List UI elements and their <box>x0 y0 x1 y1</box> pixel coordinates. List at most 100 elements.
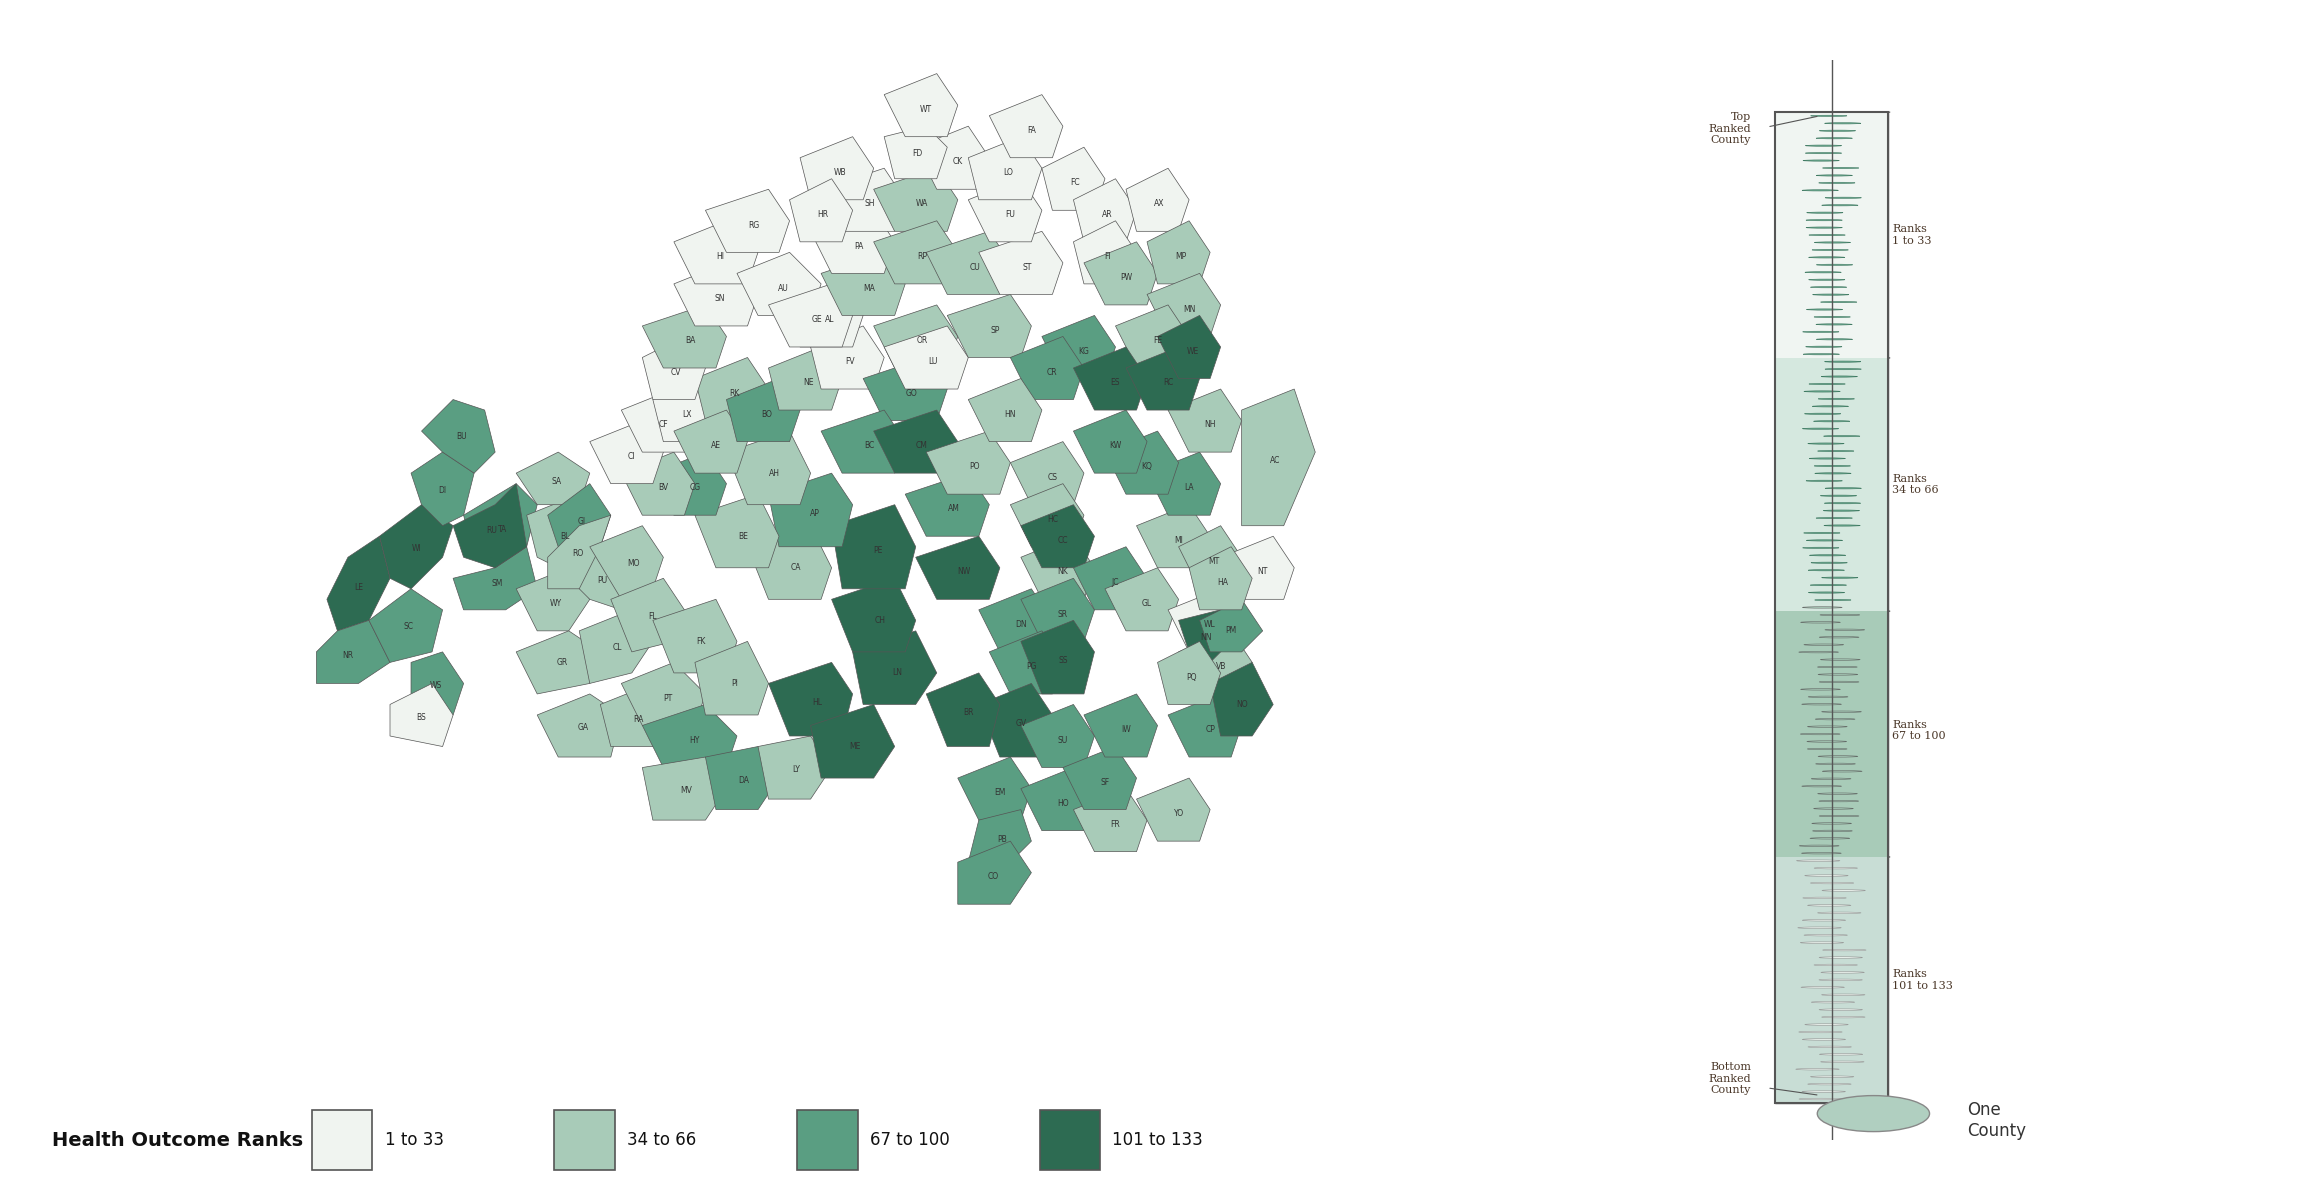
Text: FU: FU <box>1005 210 1016 218</box>
Ellipse shape <box>1811 882 1855 884</box>
Ellipse shape <box>1809 554 1846 556</box>
Polygon shape <box>589 526 663 599</box>
Ellipse shape <box>1811 250 1848 251</box>
Text: CI: CI <box>628 452 635 461</box>
Bar <box>1774 611 1890 857</box>
Text: WA: WA <box>915 199 929 209</box>
Text: YO: YO <box>1173 809 1183 818</box>
Polygon shape <box>820 410 906 473</box>
Ellipse shape <box>1816 719 1855 720</box>
Ellipse shape <box>1809 257 1846 258</box>
Text: AM: AM <box>947 504 959 514</box>
Ellipse shape <box>1809 383 1846 385</box>
Ellipse shape <box>1806 726 1848 727</box>
Polygon shape <box>601 684 675 746</box>
Text: FC: FC <box>1072 179 1081 187</box>
Ellipse shape <box>1811 778 1850 780</box>
Ellipse shape <box>1816 138 1853 139</box>
Ellipse shape <box>1804 354 1839 355</box>
Text: GR: GR <box>557 658 568 667</box>
Text: PQ: PQ <box>1185 673 1197 682</box>
Polygon shape <box>769 284 852 347</box>
Ellipse shape <box>1806 749 1848 750</box>
Polygon shape <box>547 515 610 589</box>
Ellipse shape <box>1799 1031 1843 1033</box>
Polygon shape <box>926 673 1000 746</box>
Polygon shape <box>453 484 527 568</box>
Text: FE: FE <box>1153 336 1162 346</box>
Text: NN: NN <box>1201 632 1213 642</box>
Polygon shape <box>947 294 1030 358</box>
Text: 101 to 133: 101 to 133 <box>1113 1130 1204 1150</box>
Ellipse shape <box>1806 740 1846 743</box>
Text: KG: KG <box>1079 347 1090 355</box>
Ellipse shape <box>1818 666 1857 667</box>
Ellipse shape <box>1809 458 1846 460</box>
Polygon shape <box>1021 704 1095 768</box>
Bar <box>1774 112 1890 1103</box>
Polygon shape <box>1178 631 1252 694</box>
Polygon shape <box>1157 641 1220 704</box>
Text: NH: NH <box>1204 420 1215 430</box>
Ellipse shape <box>1816 517 1853 518</box>
Ellipse shape <box>1802 1091 1846 1092</box>
Text: RO: RO <box>573 550 582 558</box>
Polygon shape <box>370 589 444 662</box>
Ellipse shape <box>1818 673 1857 676</box>
FancyBboxPatch shape <box>554 1110 614 1170</box>
Text: Bottom
Ranked
County: Bottom Ranked County <box>1709 1062 1751 1096</box>
Polygon shape <box>1009 484 1083 547</box>
Ellipse shape <box>1813 964 1857 966</box>
Polygon shape <box>959 841 1030 905</box>
Text: SF: SF <box>1100 778 1109 787</box>
Ellipse shape <box>1825 122 1862 124</box>
Polygon shape <box>811 210 894 274</box>
Polygon shape <box>1125 168 1190 232</box>
Text: SC: SC <box>404 622 413 631</box>
Ellipse shape <box>1799 689 1841 690</box>
Text: SA: SA <box>552 478 561 486</box>
Text: BV: BV <box>658 484 668 492</box>
Polygon shape <box>979 684 1053 757</box>
Text: AR: AR <box>1102 210 1113 218</box>
Polygon shape <box>1042 148 1104 210</box>
Polygon shape <box>832 505 915 589</box>
Text: NR: NR <box>342 650 353 660</box>
Polygon shape <box>748 526 832 599</box>
Polygon shape <box>559 547 633 610</box>
Polygon shape <box>1009 442 1083 505</box>
Polygon shape <box>873 305 959 368</box>
Polygon shape <box>811 704 894 778</box>
Polygon shape <box>675 263 758 326</box>
Polygon shape <box>527 494 601 568</box>
Ellipse shape <box>1813 317 1850 318</box>
Text: AE: AE <box>711 442 721 450</box>
Polygon shape <box>737 252 820 316</box>
Ellipse shape <box>1811 584 1846 586</box>
Text: HC: HC <box>1046 515 1058 524</box>
Ellipse shape <box>1811 406 1848 407</box>
Text: MO: MO <box>628 559 640 568</box>
Polygon shape <box>915 536 1000 599</box>
Polygon shape <box>420 400 494 473</box>
Polygon shape <box>725 431 811 505</box>
Polygon shape <box>621 389 695 452</box>
Ellipse shape <box>1816 338 1853 340</box>
Text: MT: MT <box>1208 557 1220 566</box>
Text: KW: KW <box>1109 442 1123 450</box>
Polygon shape <box>515 452 589 505</box>
Polygon shape <box>1157 316 1220 378</box>
Ellipse shape <box>1825 629 1864 630</box>
Ellipse shape <box>1820 614 1860 616</box>
Ellipse shape <box>1809 1084 1850 1085</box>
Polygon shape <box>968 137 1042 199</box>
Ellipse shape <box>1818 450 1855 451</box>
Ellipse shape <box>1804 1024 1848 1025</box>
Polygon shape <box>864 358 947 420</box>
Text: LN: LN <box>892 668 901 678</box>
Text: LA: LA <box>1185 484 1194 492</box>
Ellipse shape <box>1813 466 1850 467</box>
Ellipse shape <box>1818 912 1862 913</box>
Text: LE: LE <box>353 582 363 592</box>
Ellipse shape <box>1820 1054 1862 1055</box>
